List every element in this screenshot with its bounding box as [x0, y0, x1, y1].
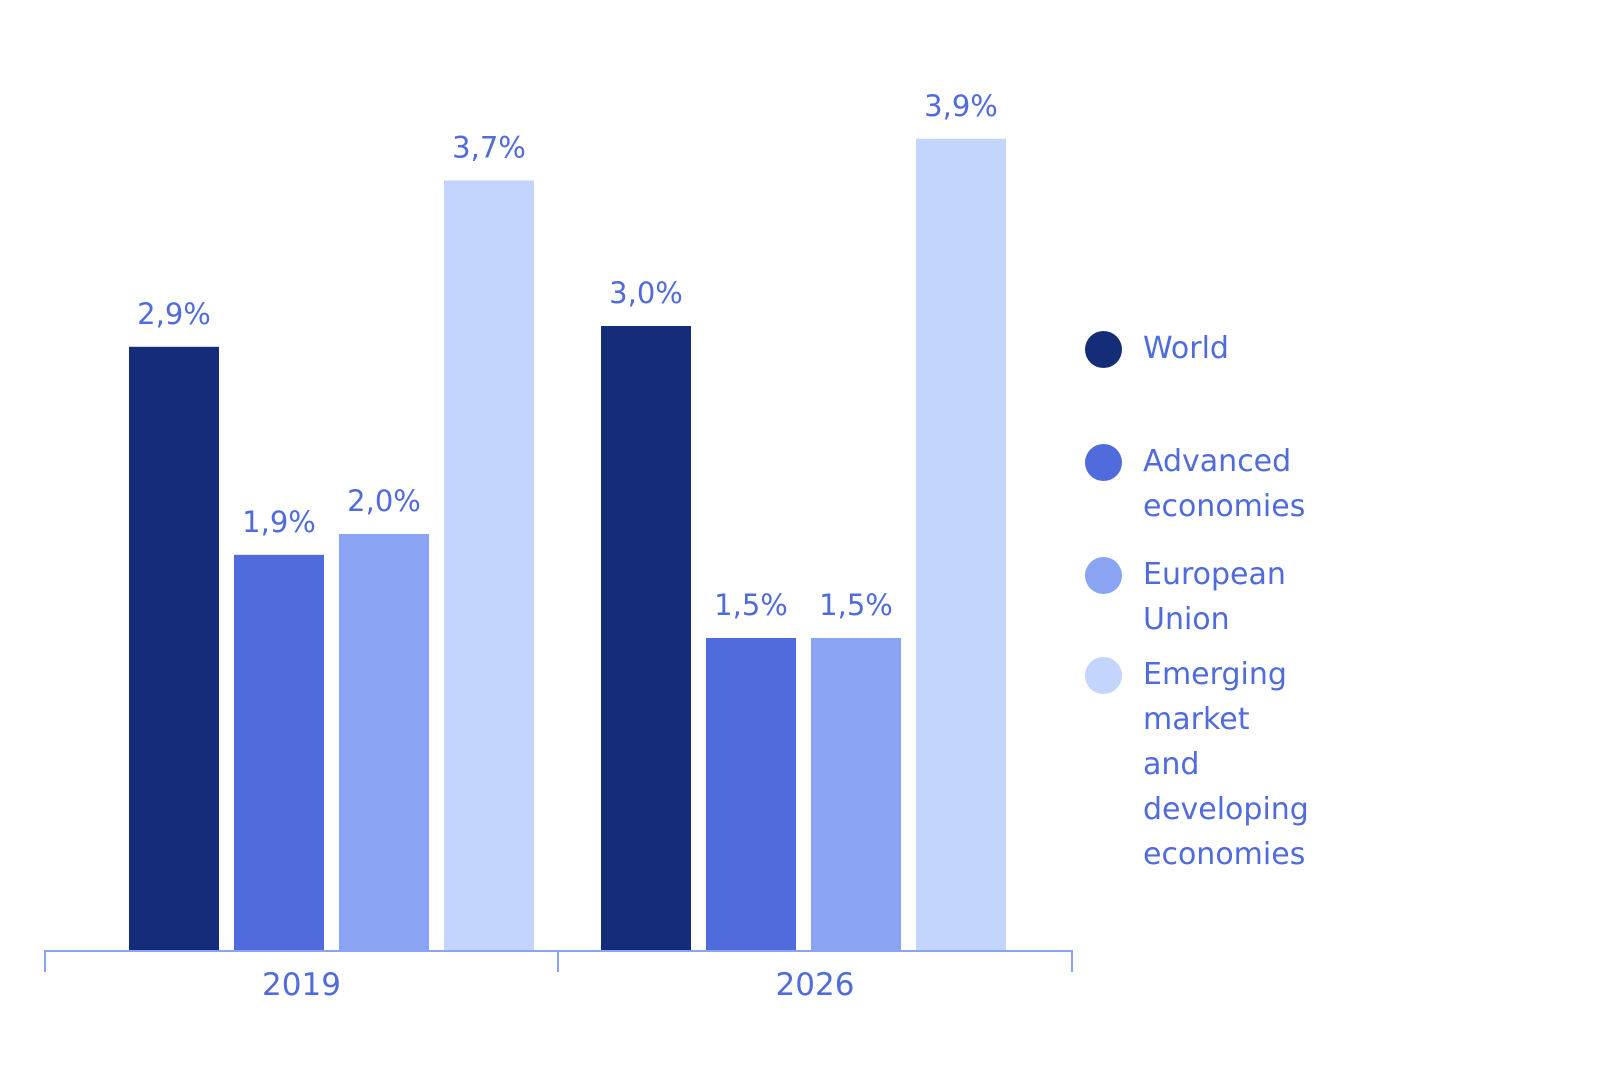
bar-2026-emerging-market-and-developing-economies	[916, 138, 1006, 951]
bar-2019-advanced-economies	[234, 554, 324, 950]
legend-dot-icon	[1085, 557, 1122, 594]
category-label-2019: 2019	[262, 967, 341, 1003]
bar-2026-world	[601, 326, 691, 950]
legend-label: Emerging market and developing economies	[1143, 657, 1309, 872]
value-label: 1,5%	[714, 588, 788, 622]
value-labels-layer: 2,9% 1,9% 2,0% 3,7% 3,0% 1,5% 1,5% 3,9%	[137, 89, 998, 622]
value-label: 3,9%	[924, 89, 998, 123]
value-label: 2,9%	[137, 297, 211, 331]
legend-dot-icon	[1085, 444, 1122, 481]
legend-item-european-union: European Union	[1085, 552, 1286, 642]
legend-dot-icon	[1085, 331, 1122, 368]
bar-2019-world	[129, 346, 219, 950]
legend-label: World	[1143, 331, 1229, 366]
bar-2026-advanced-economies	[706, 638, 796, 950]
value-label: 1,5%	[819, 588, 893, 622]
bar-2019-emerging-market-and-developing-economies	[444, 180, 534, 950]
legend-label: European Union	[1143, 557, 1286, 637]
legend-label: Advanced economies	[1143, 444, 1306, 524]
legend-item-emerging-market-and: Emerging market and developing economies	[1085, 652, 1309, 877]
legend-dot-icon	[1085, 657, 1122, 694]
value-label: 1,9%	[242, 505, 316, 539]
category-labels-layer: 2019 2026	[262, 967, 854, 1003]
value-label: 2,0%	[347, 484, 421, 518]
bar-2026-european-union	[811, 638, 901, 950]
legend-item-advanced-economies: Advanced economies	[1085, 439, 1305, 529]
legend-item-world: World	[1085, 326, 1229, 371]
category-label-2026: 2026	[776, 967, 855, 1003]
bar-2019-european-union	[339, 534, 429, 950]
bars-layer	[129, 138, 1006, 951]
value-label: 3,0%	[609, 276, 683, 310]
x-axis	[44, 950, 1073, 972]
value-label: 3,7%	[452, 130, 526, 164]
